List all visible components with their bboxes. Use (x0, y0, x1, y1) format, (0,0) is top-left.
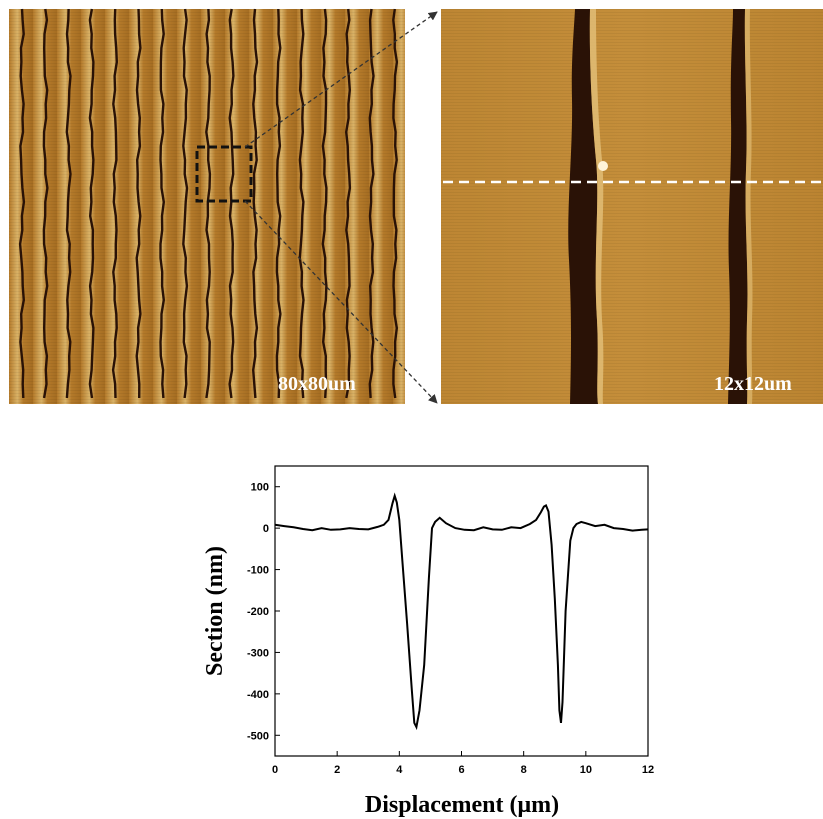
zoom-arrow-bottom (244, 200, 438, 404)
y-axis-title: Section (nm) (202, 546, 228, 676)
series-line (274, 492, 649, 731)
plot-frame (274, 465, 649, 757)
y-tick-label: -400 (247, 689, 269, 701)
left-scan-label: 80x80um (278, 373, 356, 395)
right-scan-label: 12x12um (714, 373, 792, 395)
left-afm-scan: 80x80um (9, 8, 405, 404)
right-trench-1 (568, 9, 598, 404)
x-tick-label: 6 (458, 764, 464, 776)
section-chart: 100 0 -100 -200 -300 -400 -500 0 2 4 6 8 10 12 Displ… (202, 465, 654, 818)
x-tick-label: 8 (521, 764, 527, 776)
x-tick-label: 2 (334, 764, 340, 776)
right-trench-2-edge (744, 9, 753, 404)
y-tick-label: 100 (251, 482, 269, 494)
x-tick-label: 12 (642, 764, 654, 776)
x-axis-title: Displacement (μm) (365, 792, 559, 818)
y-tick-label: 0 (263, 523, 269, 535)
x-tick-label: 10 (580, 764, 592, 776)
zoom-box (195, 145, 253, 203)
x-tick-label: 0 (272, 764, 278, 776)
y-tick-label: -200 (247, 606, 269, 618)
y-tick-label: -300 (247, 647, 269, 659)
y-tick-label: -500 (247, 730, 269, 742)
particle (598, 161, 608, 171)
x-tick-label: 4 (396, 764, 403, 776)
y-axis-ticks: 100 0 -100 -200 -300 -400 -500 (247, 482, 280, 742)
y-tick-label: -100 (247, 565, 269, 577)
right-afm-scan: 12x12um (441, 9, 823, 404)
x-axis-ticks: 0 2 4 6 8 10 12 (272, 751, 654, 776)
right-trench-2 (728, 9, 748, 404)
right-trench-1-edge (589, 9, 604, 404)
